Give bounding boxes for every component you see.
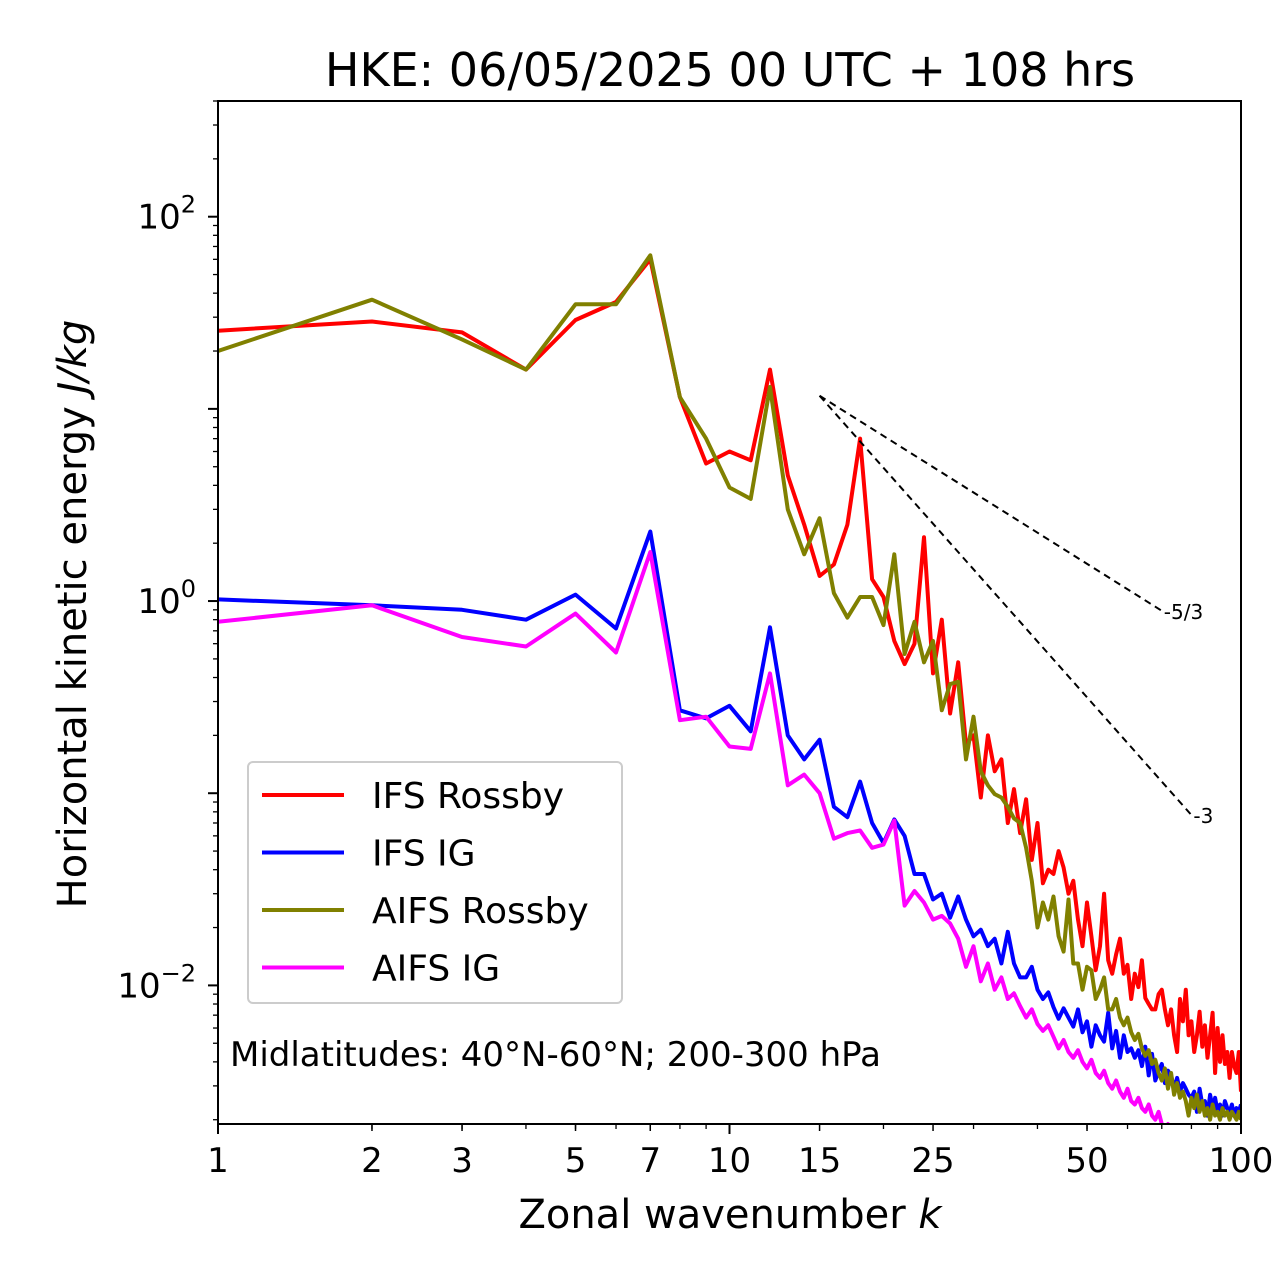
series-line-ifs-rossby bbox=[218, 257, 1241, 1092]
legend: IFS Rossby IFS IG AIFS Rossby AIFS IG bbox=[247, 761, 623, 1004]
y-tick-base: 10 bbox=[137, 582, 180, 622]
legend-label: IFS Rossby bbox=[372, 776, 564, 817]
series-line-ifs-ig bbox=[218, 529, 1241, 1118]
x-tick-label: 3 bbox=[451, 1141, 473, 1181]
region-annotation: Midlatitudes: 40°N-60°N; 200-300 hPa bbox=[230, 1035, 881, 1075]
x-axis-label-text: Zonal wavenumber bbox=[518, 1192, 918, 1238]
x-tick-label: 25 bbox=[911, 1141, 954, 1181]
series-line-aifs-ig bbox=[218, 550, 1171, 1124]
legend-box bbox=[247, 761, 623, 1004]
y-tick-label: 102 bbox=[137, 191, 196, 238]
chart-title: HKE: 06/05/2025 00 UTC + 108 hrs bbox=[325, 43, 1135, 97]
legend-label: AIFS Rossby bbox=[372, 891, 589, 932]
y-tick-exponent: 0 bbox=[181, 575, 196, 603]
x-tick-label: 100 bbox=[1209, 1141, 1274, 1181]
series-layer bbox=[218, 253, 1241, 1124]
reference-line-label-2: -3 bbox=[1193, 804, 1213, 828]
reference-line-label-1: -5/3 bbox=[1164, 600, 1203, 624]
x-tick-label: 7 bbox=[639, 1141, 661, 1181]
x-tick-label: 10 bbox=[708, 1141, 751, 1181]
y-tick-exponent: 2 bbox=[181, 191, 196, 219]
legend-label: AIFS IG bbox=[372, 949, 500, 990]
y-tick-label: 10−2 bbox=[117, 959, 196, 1006]
legend-label: IFS IG bbox=[372, 834, 476, 875]
x-tick-label: 2 bbox=[361, 1141, 383, 1181]
y-tick-base: 10 bbox=[137, 198, 180, 238]
reference-slope-lines: -5/3 -3 bbox=[818, 394, 1213, 828]
y-tick-label: 100 bbox=[137, 575, 196, 622]
y-tick-exponent: −2 bbox=[161, 959, 196, 987]
x-tick-label: 15 bbox=[798, 1141, 841, 1181]
y-axis-label-text: Horizontal kinetic energy bbox=[50, 394, 96, 909]
reference-line-1 bbox=[819, 394, 1163, 612]
y-axis-label-unit: J/kg bbox=[50, 320, 96, 401]
x-axis-label: Zonal wavenumber k bbox=[518, 1192, 943, 1238]
series-line-aifs-rossby bbox=[218, 253, 1241, 1122]
y-axis-label: Horizontal kinetic energy J/kg bbox=[50, 320, 96, 909]
x-tick-label: 5 bbox=[565, 1141, 587, 1181]
x-tick-label: 50 bbox=[1065, 1141, 1108, 1181]
x-axis-label-variable: k bbox=[918, 1192, 943, 1238]
reference-line-2 bbox=[818, 395, 1193, 816]
x-tick-label: 1 bbox=[207, 1141, 229, 1181]
y-tick-base: 10 bbox=[117, 966, 160, 1006]
x-axis: 1 2 3 5 7 10 15 25 50 100 bbox=[207, 1124, 1273, 1181]
